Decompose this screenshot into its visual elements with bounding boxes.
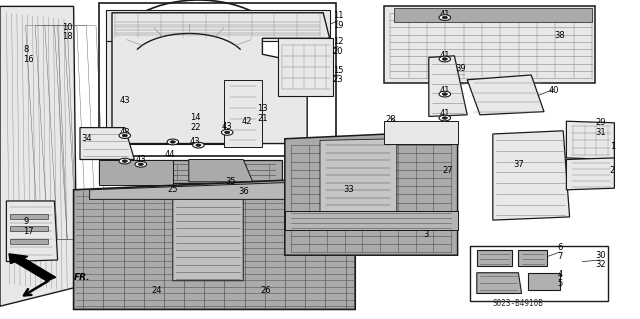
Text: 14
22: 14 22: [190, 114, 200, 132]
Text: 15
23: 15 23: [333, 66, 343, 84]
Bar: [10, 226, 48, 231]
Polygon shape: [467, 75, 544, 115]
Text: 37: 37: [513, 160, 524, 169]
Polygon shape: [224, 80, 262, 147]
Polygon shape: [394, 8, 592, 22]
Text: 36: 36: [238, 187, 248, 196]
Bar: [470, 246, 608, 301]
Text: 34: 34: [81, 134, 92, 143]
FancyArrow shape: [9, 254, 56, 281]
Text: 41: 41: [440, 10, 450, 19]
Polygon shape: [566, 121, 614, 160]
Circle shape: [439, 56, 451, 62]
Polygon shape: [80, 128, 134, 160]
Text: 6
7: 6 7: [557, 243, 563, 261]
Polygon shape: [518, 250, 547, 266]
Text: 35: 35: [225, 177, 236, 186]
Text: 26: 26: [260, 286, 271, 295]
Polygon shape: [384, 121, 458, 144]
Polygon shape: [477, 250, 512, 266]
Text: 43: 43: [136, 155, 146, 164]
Polygon shape: [99, 160, 282, 183]
Text: 25: 25: [168, 185, 178, 194]
Text: 27: 27: [443, 166, 453, 175]
Polygon shape: [285, 211, 458, 230]
Text: 30
32: 30 32: [595, 251, 605, 269]
Text: 33: 33: [344, 185, 354, 194]
Text: 44: 44: [164, 150, 175, 159]
Polygon shape: [566, 158, 614, 190]
Ellipse shape: [451, 33, 502, 53]
Text: 41: 41: [440, 51, 450, 60]
Polygon shape: [173, 193, 243, 281]
Circle shape: [167, 139, 179, 145]
Text: 43: 43: [190, 137, 200, 146]
Circle shape: [439, 115, 451, 121]
Text: 2: 2: [610, 166, 615, 175]
Polygon shape: [429, 56, 467, 116]
Text: 24: 24: [152, 286, 162, 295]
Circle shape: [442, 93, 447, 95]
Text: 8
16: 8 16: [24, 45, 34, 63]
Text: 4
5: 4 5: [557, 270, 563, 288]
Circle shape: [442, 16, 447, 19]
Text: 9
17: 9 17: [24, 217, 34, 236]
Text: FR.: FR.: [74, 273, 90, 282]
Polygon shape: [285, 131, 458, 255]
Text: 13
21: 13 21: [257, 104, 268, 122]
Circle shape: [122, 134, 127, 137]
Polygon shape: [477, 273, 522, 293]
Circle shape: [122, 160, 127, 162]
Text: S023-B4910B: S023-B4910B: [493, 299, 543, 308]
Polygon shape: [90, 180, 349, 199]
Circle shape: [439, 15, 451, 20]
Polygon shape: [99, 160, 173, 185]
Circle shape: [119, 133, 131, 138]
Circle shape: [439, 91, 451, 97]
Text: 12
20: 12 20: [333, 37, 343, 56]
Polygon shape: [189, 160, 253, 182]
Circle shape: [135, 161, 147, 167]
Polygon shape: [528, 273, 560, 290]
Circle shape: [221, 130, 233, 135]
Circle shape: [442, 117, 447, 119]
Text: 42: 42: [241, 117, 252, 126]
Circle shape: [196, 144, 201, 146]
Text: 39: 39: [456, 64, 466, 73]
Bar: [10, 239, 48, 244]
Circle shape: [442, 58, 447, 60]
Polygon shape: [6, 201, 58, 262]
Circle shape: [138, 163, 143, 166]
Polygon shape: [106, 10, 330, 41]
Polygon shape: [384, 6, 595, 83]
Text: 41: 41: [440, 86, 450, 95]
Circle shape: [225, 131, 230, 134]
Text: 1: 1: [610, 142, 615, 151]
Text: 38: 38: [555, 31, 565, 40]
Text: 28: 28: [385, 115, 396, 124]
Polygon shape: [74, 177, 355, 309]
Text: 43: 43: [120, 96, 130, 105]
Circle shape: [119, 158, 131, 164]
Polygon shape: [106, 41, 230, 144]
Text: 29
31: 29 31: [595, 118, 605, 137]
Polygon shape: [278, 38, 333, 96]
Text: 43: 43: [222, 122, 232, 130]
Text: 10
18: 10 18: [62, 23, 72, 41]
Circle shape: [170, 141, 175, 143]
Text: 41: 41: [440, 109, 450, 118]
Text: 40: 40: [548, 86, 559, 95]
Polygon shape: [0, 6, 77, 306]
Text: 3: 3: [423, 230, 428, 239]
Circle shape: [193, 142, 204, 148]
Text: 43: 43: [120, 128, 130, 137]
Polygon shape: [112, 13, 330, 144]
Bar: [10, 214, 48, 219]
Text: 11
19: 11 19: [333, 11, 343, 30]
Polygon shape: [320, 139, 397, 230]
Polygon shape: [493, 131, 570, 220]
